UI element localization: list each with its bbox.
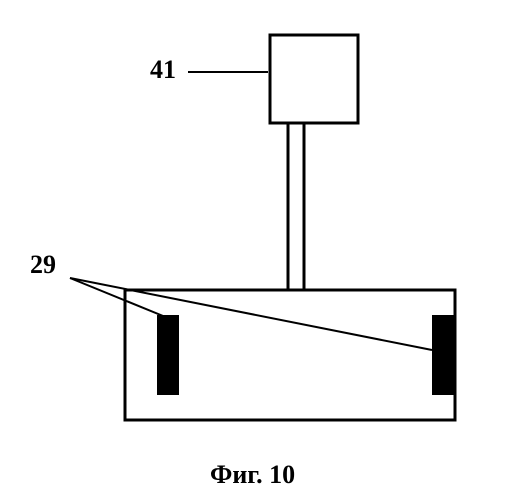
black-rect-right [432, 315, 454, 395]
figure-svg [0, 0, 526, 500]
label-41: 41 [150, 55, 176, 85]
label-29: 29 [30, 250, 56, 280]
black-rect-left [157, 315, 179, 395]
leader-29-to-left [70, 278, 168, 318]
top-box [270, 35, 358, 123]
figure-caption: Фиг. 10 [210, 460, 295, 490]
